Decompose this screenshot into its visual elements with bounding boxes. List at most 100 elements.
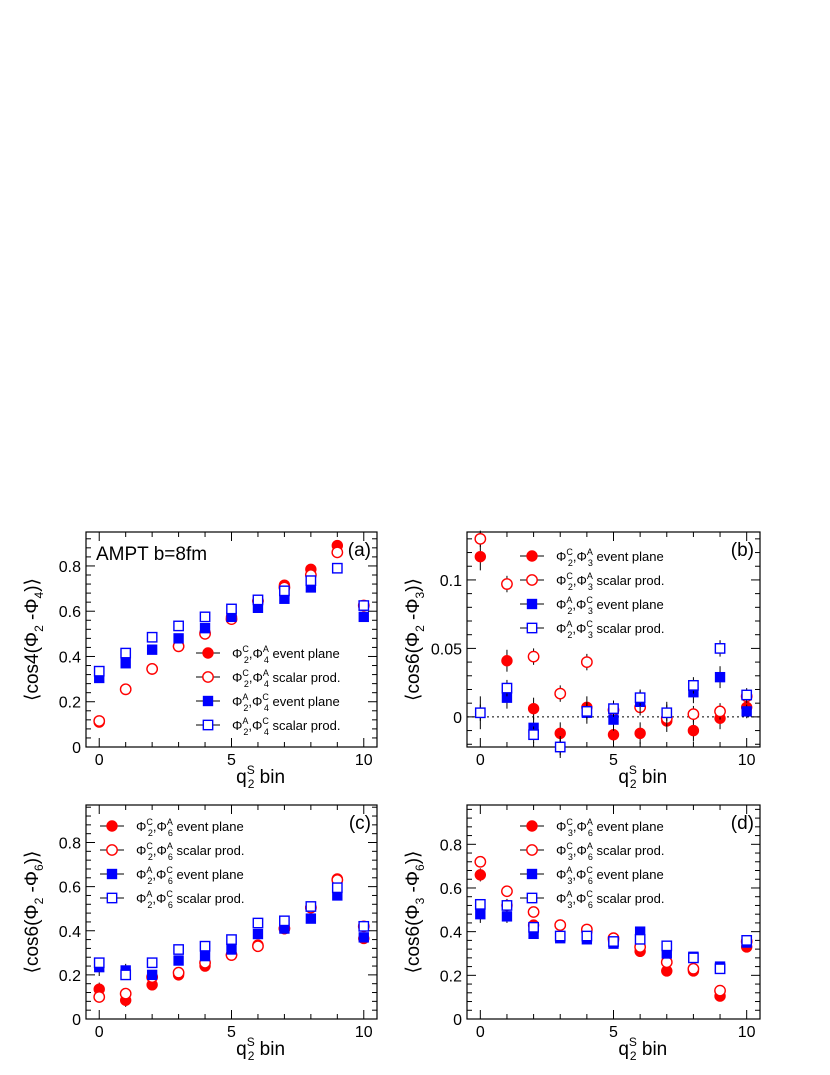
legend-marker	[202, 647, 214, 659]
series-4	[93, 882, 370, 981]
y-axis-label: ⟨cos6(Φ2 -Φ3)⟩	[403, 578, 427, 701]
data-point	[146, 957, 158, 969]
data-point	[199, 940, 211, 952]
x-axis-label: qS 2 bin	[618, 763, 667, 791]
data-point	[93, 991, 106, 1003]
data-point	[661, 940, 673, 952]
legend-marker	[202, 719, 214, 731]
legend: ΦC 2,ΦA 3 event plane ΦC 2,ΦA 3 scalar prod. Φ…	[520, 547, 664, 640]
legend-entry: ΦC 2,ΦA 3 scalar prod.	[556, 571, 664, 592]
y-tick-label: 0.05	[431, 641, 462, 658]
y-tick-label: 0.2	[440, 968, 462, 985]
legend: ΦC 3,ΦA 6 event plane ΦC 3,ΦA 6 scalar prod. Φ…	[520, 817, 664, 910]
legend-marker	[526, 844, 538, 856]
data-point	[199, 611, 211, 623]
data-point	[305, 901, 317, 912]
data-point	[474, 532, 487, 545]
data-point	[474, 869, 487, 881]
data-point	[331, 546, 344, 559]
x-axis-label: qS 2 bin	[236, 763, 285, 791]
plot-frame	[85, 804, 378, 1020]
x-tick-label: 10	[738, 752, 756, 769]
legend-entry: ΦC 3,ΦA 6 scalar prod.	[556, 841, 664, 862]
data-point	[528, 729, 539, 741]
data-point	[554, 687, 567, 700]
panel-a: 0 5 10 0 0.2 0.4 0.6 0.8 qS 2 bin ⟨cos4(Φ2 -Φ4)⟩ (a…	[22, 531, 378, 791]
legend-entry: ΦC 2,ΦA 3 event plane	[556, 547, 664, 568]
data-point	[634, 933, 646, 945]
x-tick-label: 0	[476, 1024, 485, 1041]
data-point	[279, 585, 290, 597]
panel-label: (d)	[731, 813, 754, 834]
legend-entry: ΦA 3,ΦC 6 event plane	[556, 865, 664, 886]
legend-marker	[526, 550, 538, 562]
data-point	[607, 728, 620, 741]
x-tick-label: 0	[95, 752, 104, 769]
y-tick-label: 0	[72, 740, 81, 757]
y-tick-label: 0.8	[59, 836, 81, 853]
data-point	[226, 603, 237, 615]
panel-b: 0 5 10 0 0.05 0.1 qS 2 bin ⟨cos6(Φ2 -Φ3)⟩ (b) ΦC 2,…	[403, 530, 761, 791]
legend-marker	[202, 695, 214, 707]
data-point	[226, 934, 237, 945]
data-point	[120, 969, 132, 981]
data-point	[501, 655, 513, 667]
data-point	[358, 920, 370, 932]
data-point	[173, 944, 184, 955]
data-point	[474, 550, 487, 563]
data-point	[199, 950, 211, 962]
legend-marker	[526, 892, 538, 904]
data-point	[501, 885, 513, 898]
legend-entry: ΦC 2,ΦA 4 event plane	[232, 644, 340, 665]
panel-label: (a)	[348, 540, 371, 561]
data-point	[331, 562, 343, 574]
data-point	[687, 724, 700, 737]
legend-entry: ΦC 2,ΦA 6 event plane	[136, 817, 244, 838]
data-point	[305, 575, 317, 587]
panel-label: (b)	[731, 540, 754, 561]
data-point	[554, 741, 566, 753]
data-point	[687, 708, 700, 721]
x-tick-label: 5	[609, 752, 618, 769]
x-tick-label: 5	[227, 752, 236, 769]
data-point	[199, 623, 211, 634]
data-point	[581, 930, 593, 942]
y-tick-label: 0.6	[59, 604, 81, 621]
legend-marker	[526, 622, 538, 634]
data-point	[358, 600, 370, 611]
data-point	[608, 936, 619, 947]
data-point	[173, 620, 184, 632]
series-4	[474, 640, 753, 756]
data-point	[741, 706, 752, 717]
data-point	[173, 633, 184, 644]
legend-entry: ΦA 2,ΦC 4 scalar prod.	[232, 716, 340, 737]
y-tick-label: 0.4	[59, 649, 81, 666]
y-tick-label: 0.1	[440, 573, 462, 590]
data-point	[119, 683, 132, 696]
x-tick-label: 10	[355, 1024, 373, 1041]
data-point	[120, 647, 132, 659]
x-axis-label: qS 2 bin	[236, 1035, 285, 1063]
panel-d: 0 5 10 0 0.2 0.4 0.6 0.8 qS 2 bin ⟨cos6(Φ3 -Φ6)⟩ (d…	[403, 804, 761, 1063]
data-point	[358, 611, 369, 623]
legend-marker	[526, 868, 538, 880]
data-point	[714, 671, 726, 683]
data-point	[714, 963, 726, 975]
data-point	[226, 944, 237, 955]
data-point	[528, 921, 539, 933]
x-tick-label: 0	[95, 1024, 104, 1041]
legend-marker	[526, 574, 538, 586]
data-point	[741, 689, 753, 701]
data-point	[252, 917, 264, 929]
data-point	[714, 643, 726, 654]
data-point	[608, 703, 619, 715]
x-tick-label: 10	[738, 1024, 756, 1041]
data-point	[93, 665, 105, 677]
data-point	[634, 692, 646, 704]
panel-c: 0 5 10 0 0.2 0.4 0.6 0.8 qS 2 bin ⟨cos6(Φ2 -Φ6)⟩ (c…	[22, 804, 378, 1063]
data-point	[527, 702, 540, 715]
data-point	[93, 715, 106, 727]
legend-marker	[526, 820, 538, 832]
x-tick-label: 10	[355, 752, 373, 769]
